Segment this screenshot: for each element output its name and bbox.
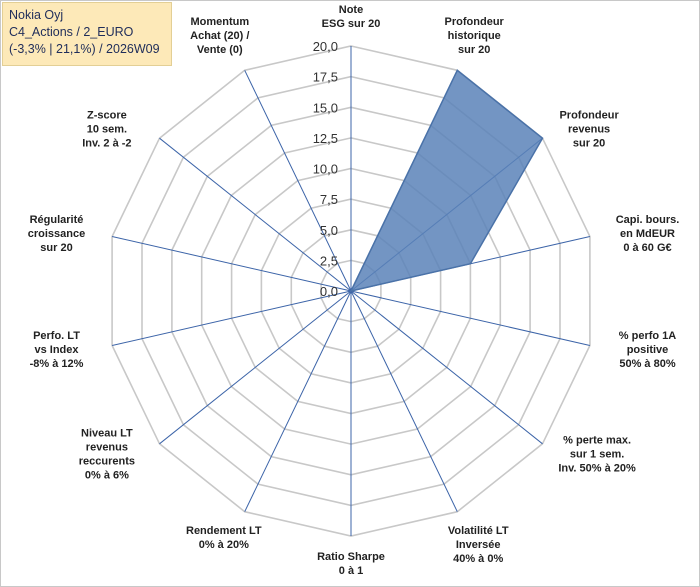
category-label-9: Niveau LT revenus reccurents 0% à 6% [79, 428, 135, 482]
series-layer [349, 69, 544, 293]
category-label-12-line-0: Z-score [87, 109, 127, 121]
tick-label-6: 15,0 [313, 100, 338, 115]
category-label-3-line-1: en MdEUR [620, 228, 675, 240]
label-layer: Note ESG sur 20 Profondeur historique sur 20… [28, 4, 680, 577]
category-label-9-line-2: reccurents [79, 456, 135, 468]
category-label-4-line-1: positive [627, 344, 669, 356]
tick-label-8: 20,0 [313, 39, 338, 54]
category-label-0: Note ESG sur 20 [322, 4, 381, 30]
category-label-4-line-0: % perfo 1A [619, 330, 677, 342]
category-label-0-line-1: ESG sur 20 [322, 18, 381, 30]
category-label-3: Capi. bours. en MdEUR 0 à 60 G€ [616, 214, 680, 254]
category-label-6-line-0: Volatilité LT [448, 525, 509, 537]
category-label-13-line-0: Momentum [190, 16, 249, 28]
category-label-0-line-0: Note [339, 4, 363, 16]
category-label-4-line-2: 50% à 80% [619, 358, 675, 370]
category-label-2-line-0: Profondeur [559, 109, 619, 121]
spoke-5 [350, 290, 543, 445]
category-label-7-line-0: Ratio Sharpe [317, 551, 385, 563]
category-label-6-line-2: 40% à 0% [453, 553, 503, 565]
performance-week: (-3,3% | 21,1%) / 2026W09 [9, 42, 160, 56]
category-label-2: Profondeur revenus sur 20 [559, 109, 619, 149]
category-label-10: Perfo. LT vs Index -8% à 12% [30, 330, 84, 370]
category-label-1-line-2: sur 20 [458, 44, 490, 56]
category-label-12-line-1: 10 sem. [87, 123, 127, 135]
category-label-10-line-2: -8% à 12% [30, 358, 84, 370]
spoke-12 [159, 137, 352, 292]
category-label-3-line-2: 0 à 60 G€ [623, 242, 671, 254]
category-label-3-line-0: Capi. bours. [616, 214, 680, 226]
category-label-9-line-1: revenus [86, 442, 128, 454]
tick-label-1: 2,5 [320, 253, 338, 268]
category-label-6: Volatilité LT Inversée 40% à 0% [448, 525, 509, 565]
spoke-6 [350, 290, 458, 512]
category-label-5-line-1: sur 1 sem. [570, 449, 624, 461]
spoke-8 [244, 290, 352, 512]
series-area-0 [349, 69, 544, 293]
tick-label-7: 17,5 [313, 70, 338, 85]
category-label-7: Ratio Sharpe 0 à 1 [317, 551, 385, 577]
category-label-8-line-0: Rendement LT [186, 525, 262, 537]
category-label-13-line-2: Vente (0) [197, 44, 243, 56]
info-box: Nokia Oyj C4_Actions / 2_EURO (-3,3% | 2… [2, 2, 172, 66]
category-label-2-line-1: revenus [568, 123, 610, 135]
category-label-9-line-3: 0% à 6% [85, 470, 129, 482]
spoke-9 [159, 290, 352, 445]
category-label-2-line-2: sur 20 [573, 137, 605, 149]
category-label-1-line-1: historique [448, 30, 501, 42]
tick-label-4: 10,0 [313, 162, 338, 177]
category-label-10-line-0: Perfo. LT [33, 330, 80, 342]
category-label-4: % perfo 1A positive 50% à 80% [619, 330, 677, 370]
category-label-12-line-2: Inv. 2 à -2 [82, 137, 131, 149]
category-label-10-line-1: vs Index [34, 344, 79, 356]
tick-label-0: 0,0 [320, 284, 338, 299]
spoke-4 [350, 290, 591, 346]
spoke-13 [244, 70, 352, 292]
tick-label-2: 5,0 [320, 223, 338, 238]
category-label-1-line-0: Profondeur [445, 16, 505, 28]
category-label-11-line-0: Régularité [30, 214, 84, 226]
tick-layer: 0,0 2,5 5,0 7,5 10,0 12,5 15,0 17,5 20,0 [313, 39, 338, 299]
spoke-11 [111, 236, 352, 292]
company-name: Nokia Oyj [9, 8, 64, 22]
category-label-5-line-2: Inv. 50% à 20% [558, 463, 636, 475]
category-label-8: Rendement LT 0% à 20% [186, 525, 262, 551]
category-label-1: Profondeur historique sur 20 [445, 16, 505, 56]
category-label-13-line-1: Achat (20) / [190, 30, 249, 42]
category-label-5-line-0: % perte max. [563, 435, 631, 447]
category-label-12: Z-score 10 sem. Inv. 2 à -2 [82, 109, 131, 149]
tick-label-3: 7,5 [320, 192, 338, 207]
category-label-6-line-1: Inversée [456, 539, 501, 551]
category-label-7-line-1: 0 à 1 [339, 565, 363, 577]
category-label-11-line-1: croissance [28, 228, 85, 240]
portfolio-category: C4_Actions / 2_EURO [9, 25, 134, 39]
category-label-11: Régularité croissance sur 20 [28, 214, 85, 254]
tick-label-5: 12,5 [313, 131, 338, 146]
category-label-5: % perte max. sur 1 sem. Inv. 50% à 20% [558, 435, 636, 475]
category-label-9-line-0: Niveau LT [81, 428, 133, 440]
category-label-8-line-1: 0% à 20% [199, 539, 249, 551]
category-label-11-line-2: sur 20 [40, 242, 72, 254]
spoke-10 [111, 290, 352, 346]
category-label-13: Momentum Achat (20) / Vente (0) [190, 16, 249, 56]
